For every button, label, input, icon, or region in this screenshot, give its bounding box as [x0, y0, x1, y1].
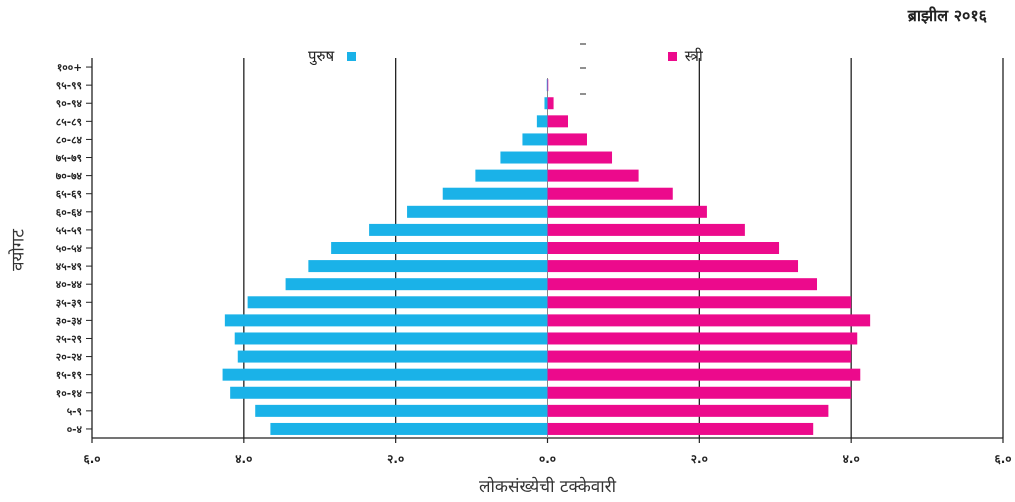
bar-female	[547, 314, 871, 327]
bar-female	[547, 296, 852, 309]
bar-female	[547, 133, 587, 146]
bar-female	[547, 169, 639, 182]
bar-male	[270, 422, 548, 435]
bar-male	[407, 205, 548, 218]
bar-male	[237, 350, 548, 363]
y-tick-label: १००+	[57, 62, 82, 74]
bar-male	[222, 368, 548, 381]
y-tick-label: ३०-३४	[56, 315, 83, 327]
bar-female	[547, 278, 818, 291]
bar-male	[247, 296, 548, 309]
y-tick-label: ५०-५४	[56, 243, 83, 255]
y-tick-label: २०-२४	[56, 352, 83, 364]
bar-female	[547, 242, 780, 254]
bar-female	[547, 404, 829, 417]
bar-male	[255, 404, 548, 417]
bar-female	[547, 260, 799, 273]
y-tick-label: ५५-५९	[56, 225, 82, 237]
y-tick-label: ७५-७९	[56, 153, 82, 165]
y-tick-label: ७०-७४	[56, 171, 83, 183]
x-tick-label: ४.०	[843, 452, 860, 466]
bar-male	[544, 97, 548, 110]
y-tick-label: ८५-८९	[56, 116, 82, 128]
y-tick-label: ८०-८४	[56, 134, 83, 146]
y-tick-label: ६०-६४	[56, 207, 83, 219]
bar-female	[547, 97, 554, 110]
y-tick-label: २५-२९	[56, 333, 82, 345]
x-tick-label: २.०	[691, 452, 708, 466]
bar-male	[500, 151, 548, 164]
y-tick-label: ०-४	[67, 424, 83, 436]
x-tick-label: ६.०	[83, 452, 100, 466]
bar-male	[536, 115, 548, 128]
bar-female	[547, 223, 745, 236]
bar-female	[547, 368, 861, 381]
bar-male	[234, 332, 548, 345]
y-tick-label: ६५-६९	[56, 189, 82, 201]
bar-male	[224, 314, 548, 327]
legend-female-label: स्त्री	[684, 47, 703, 65]
bar-male	[442, 187, 548, 200]
legend-male-label: पुरुष	[308, 47, 335, 65]
legend-female-swatch	[668, 52, 677, 61]
y-tick-label: ३५-३९	[56, 297, 82, 309]
y-tick-label: ५-९	[67, 406, 82, 418]
bar-male	[230, 386, 548, 399]
bar-female	[547, 205, 707, 218]
bar-male	[331, 242, 548, 254]
legend-male-swatch	[346, 52, 356, 61]
legend-male: पुरुष	[308, 46, 356, 66]
y-tick-label: ४५-४९	[56, 261, 82, 273]
bar-male	[285, 278, 548, 291]
bar-male	[546, 79, 548, 92]
bar-male	[308, 260, 548, 273]
x-tick-label: ४.०	[235, 452, 252, 466]
bar-female	[547, 422, 814, 435]
x-axis-label: लोकसंख्येची टक्केवारी	[479, 477, 616, 497]
bar-female	[547, 79, 549, 92]
bar-female	[547, 350, 852, 363]
bar-female	[547, 151, 613, 164]
x-tick-label: ६.०	[994, 452, 1011, 466]
bar-female	[547, 386, 852, 399]
y-tick-label: ४०-४४	[56, 279, 83, 291]
chart-title: ब्राझील २०१६	[907, 6, 987, 25]
bar-male	[369, 223, 548, 236]
y-tick-label: १५-१९	[56, 370, 82, 382]
bar-female	[547, 332, 858, 345]
y-tick-label: ९०-९४	[56, 98, 83, 110]
y-tick-label: ९५-९९	[56, 80, 82, 92]
bar-female	[547, 115, 568, 128]
bar-male	[522, 133, 548, 146]
x-tick-label: ०.०	[539, 452, 556, 466]
y-tick-label: १०-१४	[56, 388, 83, 400]
x-tick-label: २.०	[387, 452, 404, 466]
bar-male	[475, 169, 548, 182]
legend-female: स्त्री	[668, 46, 703, 66]
bar-female	[547, 187, 673, 200]
